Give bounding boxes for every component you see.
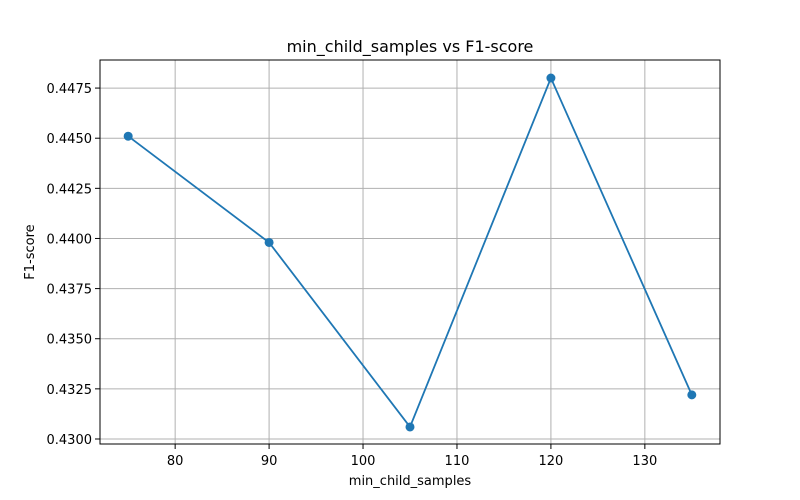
x-tick-label: 130 (632, 454, 657, 469)
y-tick-label: 0.4400 (47, 232, 93, 247)
y-tick-label: 0.4450 (47, 132, 93, 147)
x-tick-label: 80 (167, 454, 184, 469)
y-tick-label: 0.4425 (47, 182, 93, 197)
chart-title: min_child_samples vs F1-score (287, 37, 534, 57)
series-layer (123, 73, 697, 432)
data-point (546, 73, 556, 83)
y-axis: 0.4300 0.4325 0.4350 0.4375 0.4400 0.4425 0.44… (47, 82, 100, 448)
y-axis-title: F1-score (23, 224, 38, 279)
data-point (405, 422, 415, 432)
x-tick-label: 110 (445, 454, 470, 469)
data-point (687, 390, 697, 400)
x-tick-label: 90 (261, 454, 278, 469)
data-point (264, 237, 274, 247)
x-axis: 80 90 100 110 120 130 (167, 444, 657, 469)
y-tick-label: 0.4475 (47, 82, 93, 97)
grid-lines (100, 60, 720, 444)
series-line (127, 75, 693, 429)
data-point (123, 131, 133, 141)
y-tick-label: 0.4325 (47, 383, 93, 398)
x-axis-title: min_child_samples (349, 474, 472, 489)
y-tick-label: 0.4300 (47, 433, 93, 448)
x-tick-label: 120 (538, 454, 563, 469)
plot-frame (99, 59, 721, 445)
y-tick-label: 0.4375 (47, 283, 93, 298)
x-tick-label: 100 (351, 454, 376, 469)
y-tick-label: 0.4350 (47, 333, 93, 348)
